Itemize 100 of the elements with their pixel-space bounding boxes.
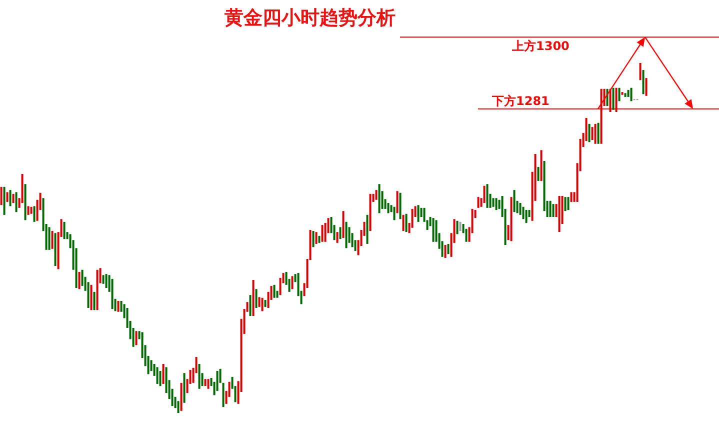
- candlestick: [54, 233, 56, 266]
- candlestick: [183, 373, 186, 403]
- candlestick: [204, 379, 206, 386]
- candlestick: [177, 401, 180, 413]
- candlestick: [552, 204, 554, 217]
- candlestick: [48, 227, 50, 250]
- candlestick: [378, 184, 380, 214]
- candlestick: [180, 382, 182, 411]
- candlestick: [273, 284, 276, 298]
- candlestick: [90, 284, 92, 310]
- candlestick: [315, 232, 318, 244]
- candlestick: [510, 197, 512, 242]
- candlestick: [456, 220, 458, 234]
- candlestick: [216, 371, 218, 391]
- candlestick: [255, 289, 258, 308]
- candlestick: [261, 298, 264, 312]
- candlestick: [495, 198, 498, 210]
- candlestick: [615, 88, 618, 112]
- candlestick: [366, 214, 368, 244]
- candlestick: [627, 90, 630, 97]
- candlestick: [447, 244, 450, 254]
- candlestick: [105, 274, 108, 288]
- candlestick: [558, 196, 560, 232]
- candlestick: [0, 186, 2, 206]
- candlestick: [444, 245, 446, 258]
- candlestick: [33, 206, 36, 222]
- candlestick: [639, 63, 642, 80]
- candlestick: [15, 192, 18, 212]
- candlestick: [252, 280, 254, 316]
- ref-line-label: 下方1281: [491, 94, 550, 108]
- candlestick: [12, 194, 14, 203]
- candlestick: [336, 232, 338, 243]
- candlestick: [321, 225, 324, 242]
- candlestick: [594, 124, 596, 144]
- candlestick: [198, 364, 200, 389]
- candlestick: [486, 184, 488, 208]
- candlestick: [549, 200, 552, 217]
- candlestick: [570, 192, 572, 202]
- candlestick: [96, 270, 98, 310]
- candlestick: [258, 297, 260, 307]
- candlestick: [30, 206, 32, 214]
- candlestick: [597, 122, 600, 144]
- candlestick: [591, 127, 594, 140]
- candlestick: [618, 88, 620, 102]
- candlestick: [621, 92, 624, 95]
- candlestick: [9, 190, 12, 206]
- ref-line-label: 上方1300: [511, 39, 570, 54]
- candlestick: [162, 364, 164, 384]
- candlestick: [111, 278, 114, 310]
- candlestick: [459, 222, 462, 231]
- candlestick: [102, 275, 104, 284]
- candlestick: [567, 197, 570, 210]
- candlestick: [396, 191, 398, 214]
- candlestick: [522, 206, 524, 220]
- candlestick: [93, 292, 96, 310]
- candlestick: [312, 231, 314, 248]
- candlestick: [513, 190, 516, 212]
- candlestick: [27, 206, 30, 215]
- candlestick: [24, 184, 26, 220]
- candlestick: [609, 88, 612, 112]
- candlestick: [483, 186, 486, 203]
- candlestick: [264, 300, 266, 307]
- candlestick: [339, 227, 342, 240]
- candlestick: [291, 276, 294, 290]
- candlestick: [519, 203, 522, 215]
- candlestick: [525, 210, 528, 223]
- candlestick: [369, 194, 372, 231]
- candlestick: [63, 222, 66, 240]
- candlestick: [630, 88, 632, 102]
- candlestick: [642, 70, 644, 94]
- candlestick: [342, 211, 344, 238]
- candlestick: [156, 367, 158, 384]
- candlestick: [207, 379, 210, 389]
- candlestick: [492, 198, 494, 207]
- candlestick: [318, 236, 320, 243]
- candlestick: [600, 88, 602, 144]
- candlestick: [375, 190, 378, 200]
- candlestick: [432, 218, 434, 242]
- candlestick: [477, 197, 480, 208]
- candlestick: [564, 197, 566, 212]
- candlestick: [405, 214, 408, 232]
- candlestick: [402, 214, 404, 231]
- candlestick: [387, 203, 390, 214]
- candlestick: [117, 301, 120, 312]
- candlestick: [417, 205, 420, 222]
- candlestick: [624, 93, 626, 97]
- candlestick: [588, 124, 590, 142]
- candlestick: [537, 166, 540, 181]
- candlestick: [345, 222, 348, 248]
- candlestick: [6, 192, 8, 202]
- candlestick: [222, 382, 224, 408]
- candlestick: [249, 295, 252, 316]
- candlestick: [645, 78, 648, 96]
- chart-title: 黄金四小时趋势分析: [224, 7, 396, 29]
- candlestick: [612, 88, 614, 110]
- candlestick: [78, 272, 80, 290]
- candlestick: [3, 186, 6, 215]
- candlestick: [399, 192, 402, 220]
- candlestick: [135, 331, 138, 346]
- candlestick: [51, 231, 54, 249]
